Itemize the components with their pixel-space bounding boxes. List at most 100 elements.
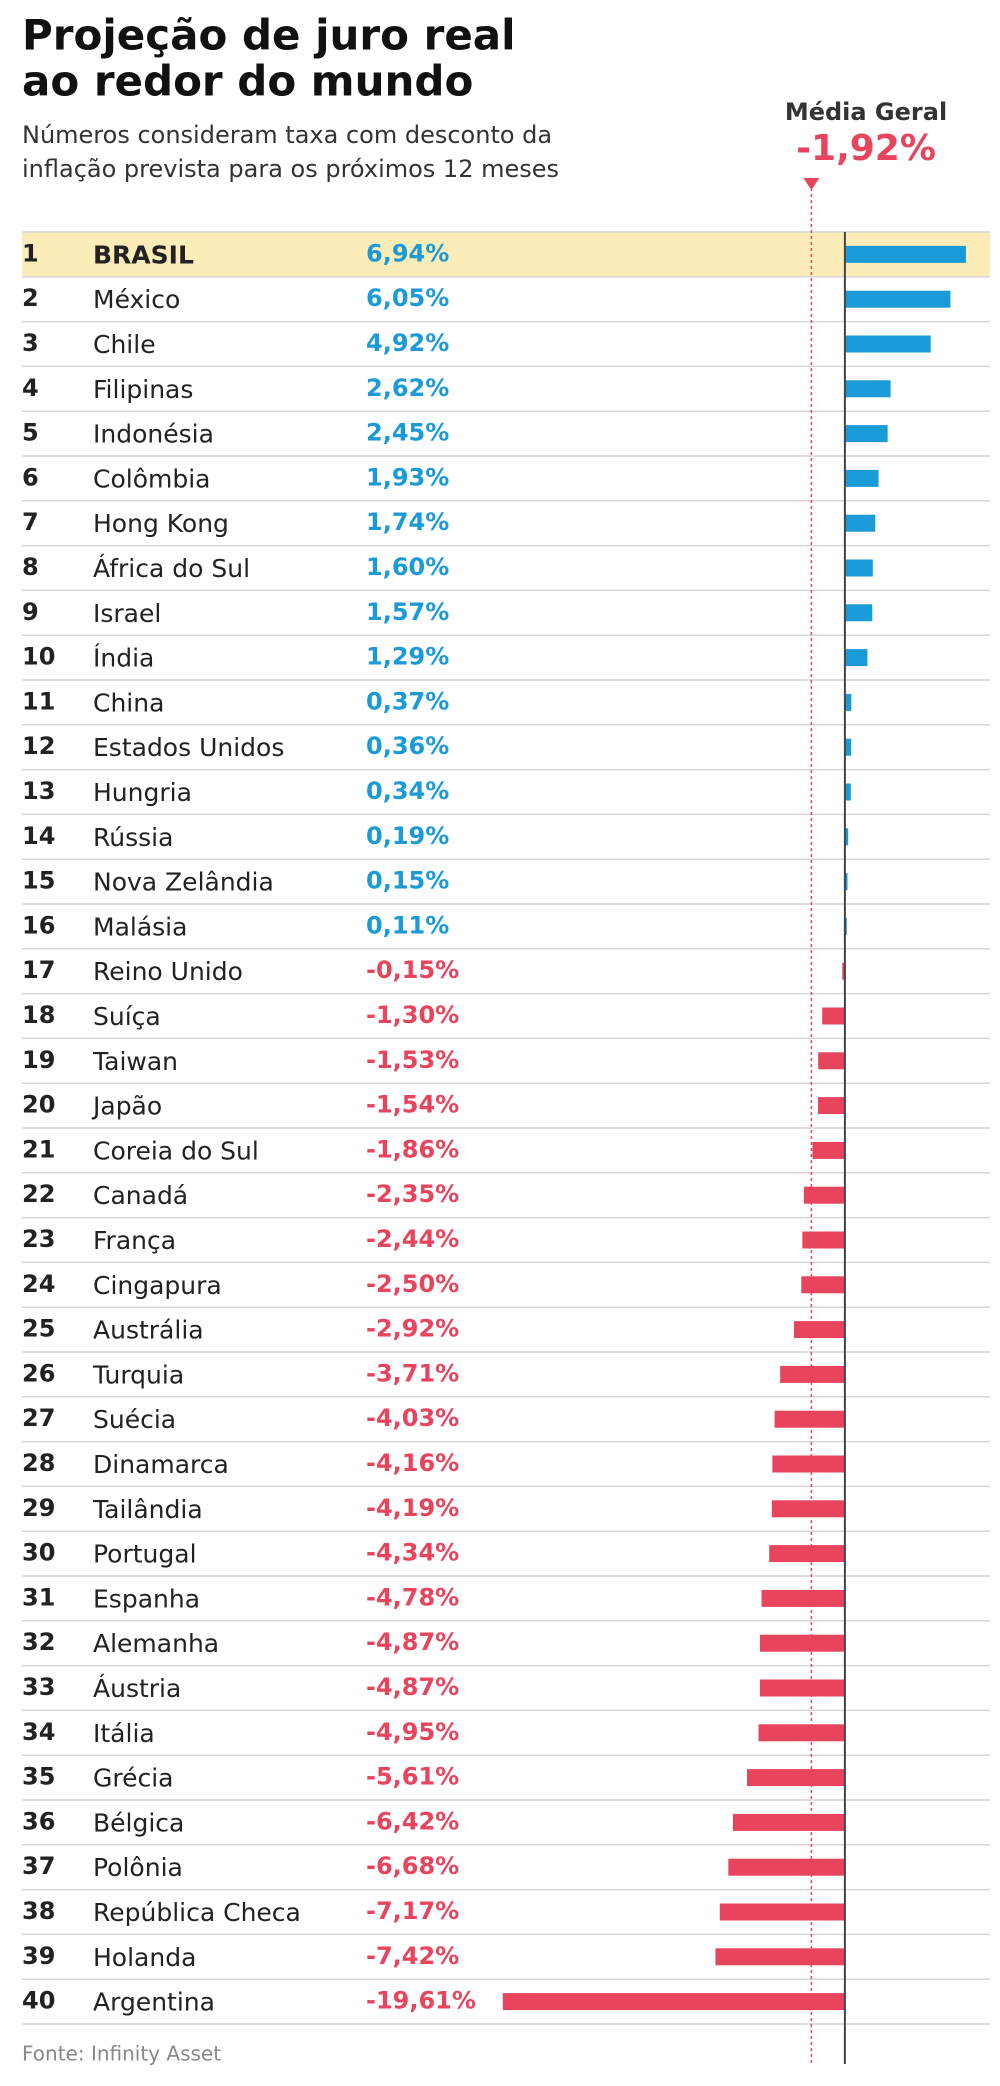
bar	[759, 1679, 845, 1697]
country: Suíça	[93, 1002, 161, 1031]
rank: 15	[22, 867, 55, 895]
value-label: -2,92%	[366, 1315, 459, 1343]
country: Dinamarca	[93, 1450, 229, 1479]
country: Suécia	[93, 1405, 176, 1434]
country: Argentina	[93, 1988, 215, 2017]
value-label: -2,44%	[366, 1225, 459, 1253]
bar	[844, 604, 873, 622]
bar	[844, 559, 873, 577]
rank: 1	[22, 239, 39, 267]
country: México	[93, 285, 180, 314]
country: África do Sul	[93, 554, 250, 583]
country: Nova Zelândia	[93, 868, 274, 897]
value-label: 0,34%	[366, 777, 449, 805]
bar	[844, 469, 879, 487]
rank: 38	[22, 1897, 55, 1925]
chart-title: Projeção de juro real	[22, 11, 516, 60]
value-label: -4,03%	[366, 1404, 459, 1432]
value-label: 0,36%	[366, 732, 449, 760]
rank: 11	[22, 687, 55, 715]
bar	[772, 1455, 845, 1473]
rank: 26	[22, 1359, 55, 1387]
rank: 9	[22, 598, 39, 626]
bar	[844, 290, 951, 308]
value-label: 0,37%	[366, 687, 449, 715]
rank: 13	[22, 777, 55, 805]
country: Alemanha	[93, 1629, 219, 1658]
rank: 29	[22, 1494, 55, 1522]
country: BRASIL	[93, 240, 194, 269]
country: Turquia	[92, 1360, 184, 1389]
bar	[801, 1276, 845, 1294]
value-label: 1,29%	[366, 643, 449, 671]
value-label: -5,61%	[366, 1763, 459, 1791]
bar	[844, 649, 868, 667]
rank: 21	[22, 1135, 55, 1163]
rank: 36	[22, 1807, 55, 1835]
rank: 28	[22, 1449, 55, 1477]
country: Estados Unidos	[93, 733, 284, 762]
country: Canadá	[93, 1181, 188, 1210]
rank: 39	[22, 1942, 55, 1970]
bar	[844, 245, 966, 263]
country: Taiwan	[92, 1047, 178, 1076]
bar	[818, 1097, 845, 1115]
value-label: 6,05%	[366, 284, 449, 312]
value-label: 0,11%	[366, 911, 449, 939]
bar	[780, 1365, 845, 1383]
rank: 2	[22, 284, 39, 312]
country: Itália	[93, 1719, 155, 1748]
country: Chile	[93, 330, 156, 359]
reference-label: Média Geral	[785, 98, 947, 126]
value-label: 1,93%	[366, 463, 449, 491]
rank: 3	[22, 329, 39, 357]
value-label: -4,87%	[366, 1628, 459, 1656]
value-label: -1,54%	[366, 1091, 459, 1119]
rank: 6	[22, 463, 39, 491]
rank: 18	[22, 1001, 55, 1029]
rank: 27	[22, 1404, 55, 1432]
country: Japão	[91, 1092, 162, 1121]
value-label: -4,34%	[366, 1539, 459, 1567]
bar	[802, 1231, 845, 1249]
rank: 10	[22, 643, 55, 671]
bar	[793, 1321, 845, 1339]
country: Hungria	[93, 778, 192, 807]
country: República Checa	[93, 1898, 301, 1927]
bar	[818, 1052, 845, 1070]
bar	[774, 1410, 845, 1428]
country: França	[93, 1226, 176, 1255]
bar	[761, 1589, 845, 1607]
bar	[844, 828, 849, 846]
value-label: 1,57%	[366, 598, 449, 626]
value-label: 2,45%	[366, 419, 449, 447]
country: Hong Kong	[93, 509, 229, 538]
country: Holanda	[93, 1943, 196, 1972]
bar	[844, 783, 851, 801]
value-label: 1,74%	[366, 508, 449, 536]
bar	[769, 1545, 845, 1563]
value-label: -7,17%	[366, 1897, 459, 1925]
subtitle: inflação prevista para os próximos 12 me…	[22, 155, 559, 183]
value-label: 2,62%	[366, 374, 449, 402]
value-label: -4,95%	[366, 1718, 459, 1746]
country: China	[93, 688, 164, 717]
country: Bélgica	[93, 1808, 184, 1837]
rank: 24	[22, 1270, 55, 1298]
rank: 14	[22, 822, 55, 850]
country: Rússia	[93, 823, 173, 852]
value-label: -6,68%	[366, 1852, 459, 1880]
value-label: -1,30%	[366, 1001, 459, 1029]
rank: 17	[22, 956, 55, 984]
rank: 30	[22, 1539, 55, 1567]
bar	[771, 1500, 845, 1518]
value-label: 1,60%	[366, 553, 449, 581]
value-label: -0,15%	[366, 956, 459, 984]
value-label: -4,87%	[366, 1673, 459, 1701]
bar	[822, 1007, 845, 1025]
chart-title: ao redor do mundo	[22, 57, 473, 106]
country: Reino Unido	[93, 957, 243, 986]
rank: 8	[22, 553, 39, 581]
rank: 22	[22, 1180, 55, 1208]
rank: 20	[22, 1091, 55, 1119]
